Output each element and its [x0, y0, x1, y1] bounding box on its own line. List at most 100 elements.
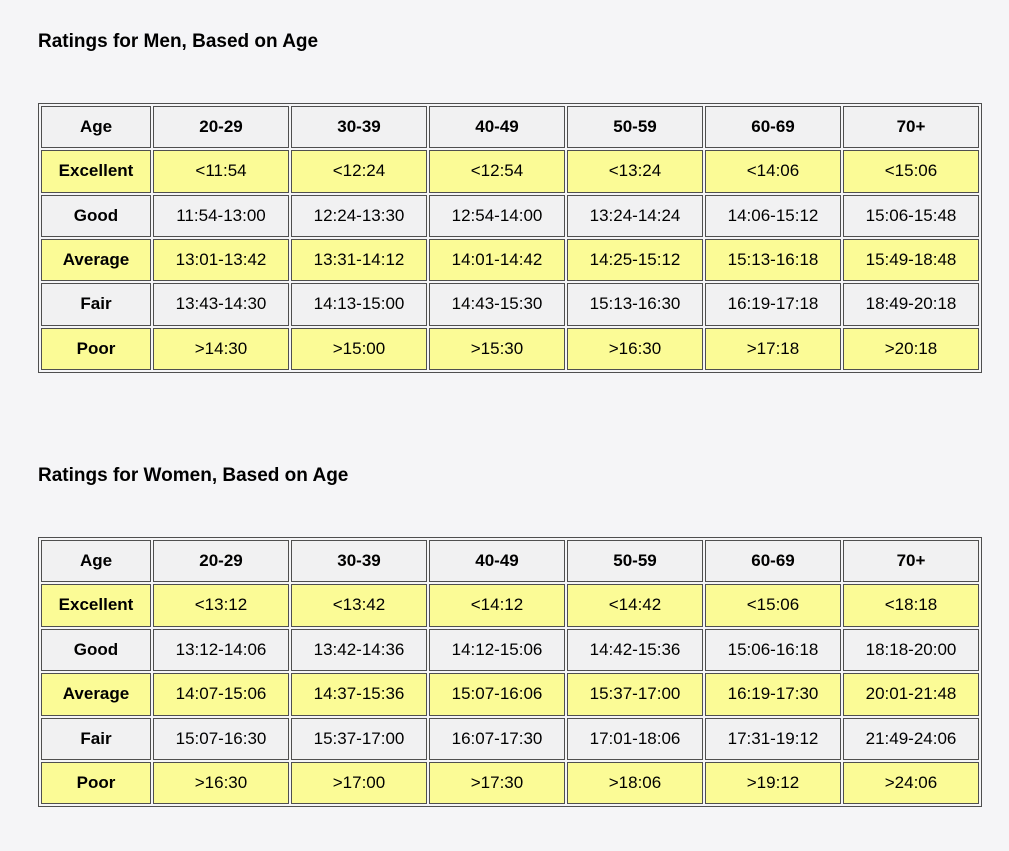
time-range-cell: >15:00	[291, 327, 427, 371]
time-range-cell: <11:54	[153, 150, 289, 193]
age-range-header: 50-59	[567, 539, 703, 583]
time-range-cell: <14:06	[705, 150, 841, 193]
women-ratings-section: Ratings for Women, Based on Age Age 20-29…	[38, 465, 982, 808]
time-range-cell: <14:12	[429, 584, 565, 627]
age-column-header: Age	[41, 539, 151, 583]
age-range-header: 60-69	[705, 105, 841, 149]
rating-label: Average	[41, 673, 151, 716]
time-range-cell: >16:30	[567, 327, 703, 371]
age-range-header: 70+	[843, 539, 979, 583]
time-range-cell: 18:18-20:00	[843, 628, 979, 672]
age-range-header: 70+	[843, 105, 979, 149]
age-range-header: 40-49	[429, 105, 565, 149]
time-range-cell: <15:06	[843, 150, 979, 193]
rating-label: Fair	[41, 283, 151, 326]
time-range-cell: 15:07-16:06	[429, 673, 565, 716]
time-range-cell: 15:37-17:00	[567, 673, 703, 716]
header-row: Age 20-29 30-39 40-49 50-59 60-69 70+	[41, 105, 979, 149]
time-range-cell: 13:42-14:36	[291, 628, 427, 672]
time-range-cell: 15:37-17:00	[291, 717, 427, 760]
rating-label: Poor	[41, 327, 151, 371]
time-range-cell: 14:43-15:30	[429, 283, 565, 326]
time-range-cell: 14:37-15:36	[291, 673, 427, 716]
rating-label: Fair	[41, 717, 151, 760]
time-range-cell: <12:24	[291, 150, 427, 193]
time-range-cell: >20:18	[843, 327, 979, 371]
rating-label: Excellent	[41, 584, 151, 627]
time-range-cell: >17:18	[705, 327, 841, 371]
time-range-cell: >17:00	[291, 761, 427, 805]
time-range-cell: 14:12-15:06	[429, 628, 565, 672]
women-ratings-table: Age 20-29 30-39 40-49 50-59 60-69 70+ Excellent…	[38, 536, 982, 808]
women-ratings-title: Ratings for Women, Based on Age	[38, 465, 349, 487]
time-range-cell: 16:07-17:30	[429, 717, 565, 760]
rating-row: Poor >16:30 >17:00 >17:30 >18:06 >19:12 >24:06	[41, 761, 979, 805]
time-range-cell: <13:42	[291, 584, 427, 627]
rating-label: Good	[41, 194, 151, 237]
time-range-cell: 15:49-18:48	[843, 238, 979, 282]
rating-label: Poor	[41, 761, 151, 805]
time-range-cell: >15:30	[429, 327, 565, 371]
age-range-header: 30-39	[291, 105, 427, 149]
age-range-header: 50-59	[567, 105, 703, 149]
age-range-header: 40-49	[429, 539, 565, 583]
time-range-cell: 15:06-15:48	[843, 194, 979, 237]
rating-label: Average	[41, 238, 151, 282]
time-range-cell: 18:49-20:18	[843, 283, 979, 326]
time-range-cell: >19:12	[705, 761, 841, 805]
time-range-cell: 14:07-15:06	[153, 673, 289, 716]
rating-label: Excellent	[41, 150, 151, 193]
time-range-cell: 17:31-19:12	[705, 717, 841, 760]
time-range-cell: 16:19-17:18	[705, 283, 841, 326]
time-range-cell: >18:06	[567, 761, 703, 805]
time-range-cell: 14:06-15:12	[705, 194, 841, 237]
time-range-cell: 21:49-24:06	[843, 717, 979, 760]
rating-row: Good 11:54-13:00 12:24-13:30 12:54-14:00 13:…	[41, 194, 979, 237]
rating-row: Excellent <11:54 <12:24 <12:54 <13:24 <14:06 <…	[41, 150, 979, 193]
time-range-cell: >17:30	[429, 761, 565, 805]
rating-row: Good 13:12-14:06 13:42-14:36 14:12-15:06 14:…	[41, 628, 979, 672]
time-range-cell: 15:13-16:18	[705, 238, 841, 282]
rating-row: Average 13:01-13:42 13:31-14:12 14:01-14:42…	[41, 238, 979, 282]
time-range-cell: 13:01-13:42	[153, 238, 289, 282]
rating-label: Good	[41, 628, 151, 672]
age-range-header: 20-29	[153, 105, 289, 149]
time-range-cell: <15:06	[705, 584, 841, 627]
time-range-cell: 13:31-14:12	[291, 238, 427, 282]
men-ratings-table: Age 20-29 30-39 40-49 50-59 60-69 70+ Excellent…	[38, 102, 982, 374]
age-range-header: 60-69	[705, 539, 841, 583]
rating-row: Fair 15:07-16:30 15:37-17:00 16:07-17:30 17:…	[41, 717, 979, 760]
time-range-cell: 15:13-16:30	[567, 283, 703, 326]
time-range-cell: 14:25-15:12	[567, 238, 703, 282]
age-range-header: 30-39	[291, 539, 427, 583]
time-range-cell: >24:06	[843, 761, 979, 805]
time-range-cell: >16:30	[153, 761, 289, 805]
age-column-header: Age	[41, 105, 151, 149]
rating-row: Fair 13:43-14:30 14:13-15:00 14:43-15:30 15:…	[41, 283, 979, 326]
time-range-cell: 13:12-14:06	[153, 628, 289, 672]
time-range-cell: 15:06-16:18	[705, 628, 841, 672]
rating-row: Excellent <13:12 <13:42 <14:12 <14:42 <15:06 <…	[41, 584, 979, 627]
time-range-cell: <18:18	[843, 584, 979, 627]
time-range-cell: 13:24-14:24	[567, 194, 703, 237]
time-range-cell: 11:54-13:00	[153, 194, 289, 237]
men-ratings-section: Ratings for Men, Based on Age Age 20-29 30…	[38, 31, 982, 374]
time-range-cell: 16:19-17:30	[705, 673, 841, 716]
time-range-cell: <12:54	[429, 150, 565, 193]
time-range-cell: 12:24-13:30	[291, 194, 427, 237]
time-range-cell: <14:42	[567, 584, 703, 627]
time-range-cell: <13:12	[153, 584, 289, 627]
time-range-cell: 14:01-14:42	[429, 238, 565, 282]
rating-row: Average 14:07-15:06 14:37-15:36 15:07-16:06…	[41, 673, 979, 716]
time-range-cell: 15:07-16:30	[153, 717, 289, 760]
rating-row: Poor >14:30 >15:00 >15:30 >16:30 >17:18 >20:18	[41, 327, 979, 371]
time-range-cell: 14:42-15:36	[567, 628, 703, 672]
time-range-cell: <13:24	[567, 150, 703, 193]
men-ratings-title: Ratings for Men, Based on Age	[38, 31, 319, 52]
time-range-cell: 20:01-21:48	[843, 673, 979, 716]
time-range-cell: 12:54-14:00	[429, 194, 565, 237]
time-range-cell: 13:43-14:30	[153, 283, 289, 326]
header-row: Age 20-29 30-39 40-49 50-59 60-69 70+	[41, 539, 979, 583]
age-range-header: 20-29	[153, 539, 289, 583]
